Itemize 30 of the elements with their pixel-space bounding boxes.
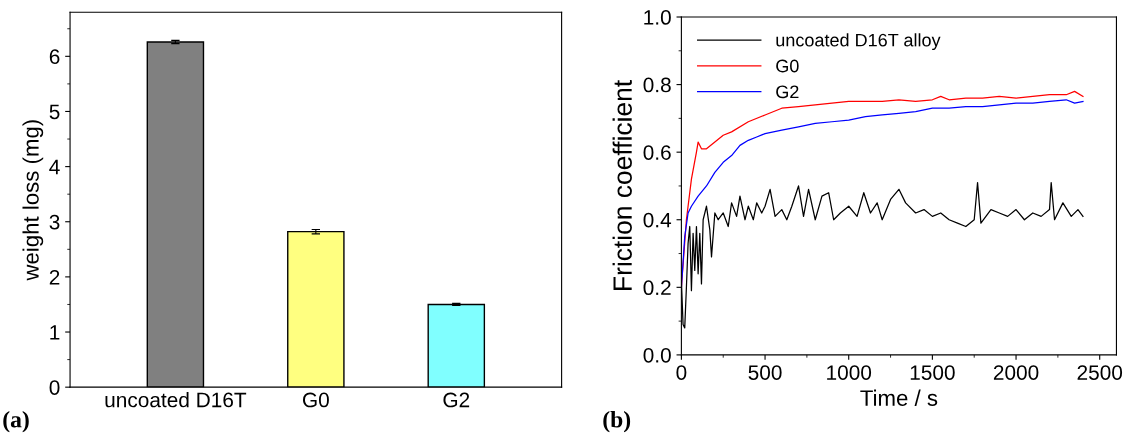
x-tick-label: 0 — [676, 365, 687, 380]
x-tick-label: 1500 — [910, 365, 955, 380]
x-tick-label: 1000 — [827, 365, 872, 380]
x-tick-label: 2000 — [993, 365, 1039, 380]
y-tick-label: 1 — [50, 325, 60, 340]
y-tick-label: 3 — [49, 214, 60, 230]
x-tick-label: G2 — [443, 392, 470, 408]
y-tick-label: 0.6 — [643, 145, 671, 160]
x-tick-label: G0 — [302, 392, 329, 408]
y-tick-label: 6 — [49, 49, 60, 65]
y-tick-label: 2 — [49, 269, 60, 285]
x-tick-label: uncoated D16T — [105, 392, 247, 408]
text: (b) — [603, 410, 631, 433]
y-tick-label: 0.8 — [643, 77, 671, 93]
y-tick-label: 0.0 — [643, 347, 671, 363]
y-tick-label: 1.0 — [644, 10, 671, 25]
legend-label: G0 — [776, 59, 799, 73]
y-tick-label: 4 — [49, 159, 60, 175]
text: (a) — [3, 410, 29, 433]
legend-label: G2 — [776, 85, 799, 99]
y-tick-label: 5 — [49, 104, 60, 120]
y-tick-label: 0.2 — [643, 280, 671, 296]
legend-label: uncoated D16T alloy — [776, 33, 941, 51]
x-axis-title: Time / s — [860, 389, 938, 406]
y-tick-label: 0 — [49, 380, 60, 395]
x-tick-label: 2500 — [1077, 365, 1123, 380]
y-axis-title: weight loss (mg) — [22, 120, 44, 281]
y-tick-label: 0.4 — [643, 212, 672, 228]
x-tick-label: 500 — [748, 365, 782, 380]
y-axis-title: Friction coefficient — [612, 80, 632, 290]
